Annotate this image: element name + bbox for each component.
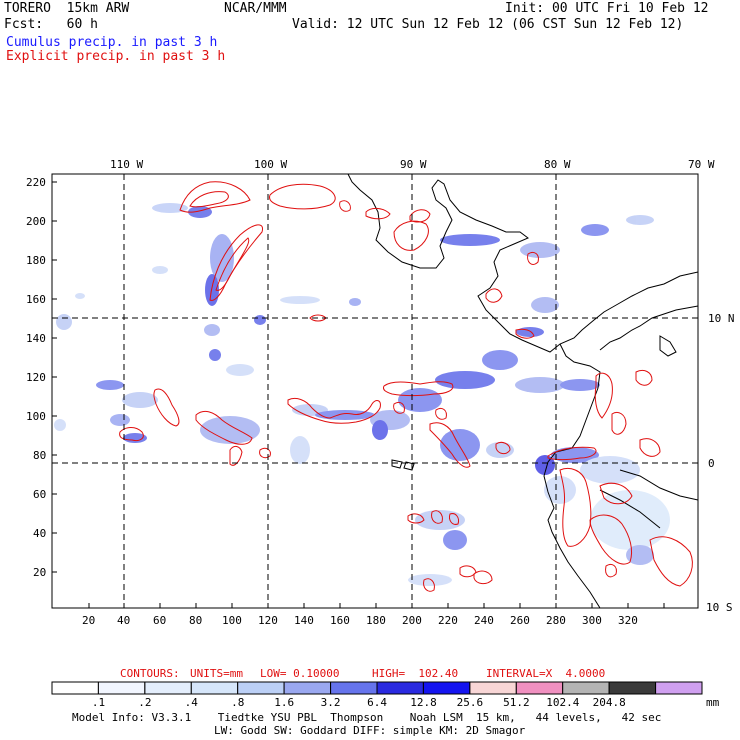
cumulus-precip-shading [54,203,670,586]
y-tick-220: 220 [26,176,46,189]
explicit-legend: Explicit precip. in past 3 h [6,49,226,64]
colorbar-unit: mm [706,696,720,709]
x-tick-160: 160 [330,614,350,627]
y-tick-80: 80 [33,449,47,462]
y-tick-60: 60 [33,488,47,501]
org-label: NCAR/MMM [224,1,287,16]
x-tick-140: 140 [294,614,314,627]
colorbar-label: .8 [231,696,245,709]
y-tick-140: 140 [26,332,46,345]
colorbar-label: .1 [91,696,106,709]
y-tick-100: 100 [26,410,46,423]
frame-ticks [52,181,665,608]
y-tick-180: 180 [26,254,46,267]
lon-label-100w: 100 W [254,158,288,171]
colorbar-label: .4 [184,696,198,709]
y-tick-200: 200 [26,215,46,228]
cumulus-legend: Cumulus precip. in past 3 h [6,35,218,50]
lat-label-10s: 10 S [706,601,733,614]
x-tick-60: 60 [153,614,167,627]
lat-label-0: 0 [708,457,715,470]
x-tick-120: 120 [258,614,278,627]
x-tick-300: 300 [582,614,602,627]
y-tick-120: 120 [26,371,46,384]
lon-label-80w: 80 W [544,158,571,171]
x-tick-220: 220 [438,614,458,627]
colorbar-swatch [655,681,703,695]
contours-units: UNITS=mm [190,667,243,680]
forecast-hour: Fcst: 60 h [4,17,98,32]
colorbar-swatch [237,681,285,695]
colorbar-swatch [330,681,378,695]
colorbar-label: 6.4 [367,696,387,709]
colorbar-swatch [144,681,192,695]
x-tick-80: 80 [189,614,203,627]
x-tick-100: 100 [222,614,242,627]
model-title: TORERO 15km ARW [4,1,130,16]
colorbar [51,681,703,695]
colorbar-label: 12.8 [410,696,437,709]
colorbar-swatch [190,681,239,695]
colorbar-swatch [422,681,471,695]
colorbar-swatch [283,681,332,695]
x-tick-260: 260 [510,614,530,627]
physics-info: LW: Godd SW: Goddard DIFF: simple KM: 2D… [214,724,526,737]
colorbar-swatch [515,681,564,695]
valid-time: Valid: 12 UTC Sun 12 Feb 12 (06 CST Sun … [292,17,684,32]
colorbar-label: 204.8 [592,696,626,709]
x-tick-200: 200 [402,614,422,627]
contours-label: CONTOURS: [120,667,180,680]
colorbar-label: 3.2 [320,696,341,709]
map-frame [51,173,699,609]
colorbar-swatch [608,681,656,695]
colorbar-label: 102.4 [546,696,580,709]
colorbar-swatch [562,681,610,695]
x-tick-40: 40 [117,614,131,627]
colorbar-label: 1.6 [274,696,295,709]
lon-label-90w: 90 W [400,158,427,171]
contours-low: LOW= 0.10000 [260,667,340,680]
colorbar-label: 51.2 [503,696,530,709]
x-tick-20: 20 [82,614,96,627]
colorbar-swatch [376,681,424,695]
x-tick-240: 240 [474,614,494,627]
lat-label-10n: 10 N [708,312,735,325]
x-tick-180: 180 [366,614,386,627]
y-tick-20: 20 [33,566,47,579]
coastlines [347,173,699,609]
x-tick-280: 280 [546,614,566,627]
lon-label-70w: 70 W [688,158,715,171]
y-tick-40: 40 [33,527,47,540]
model-info: Model Info: V3.3.1 Tiedtke YSU PBL Thomp… [72,711,662,724]
contours-interval: INTERVAL=X 4.0000 [486,667,606,680]
y-tick-160: 160 [26,293,46,306]
contours-high: HIGH= 102.40 [372,667,459,680]
colorbar-label: .2 [138,696,152,709]
colorbar-swatch [51,681,99,695]
init-time: Init: 00 UTC Fri 10 Feb 12 [505,1,709,16]
lat-lon-grid [52,174,698,608]
lon-label-110w: 110 W [110,158,144,171]
colorbar-label: 25.6 [456,696,484,709]
x-tick-320: 320 [618,614,638,627]
colorbar-swatch [97,681,146,695]
colorbar-swatch [469,681,517,695]
